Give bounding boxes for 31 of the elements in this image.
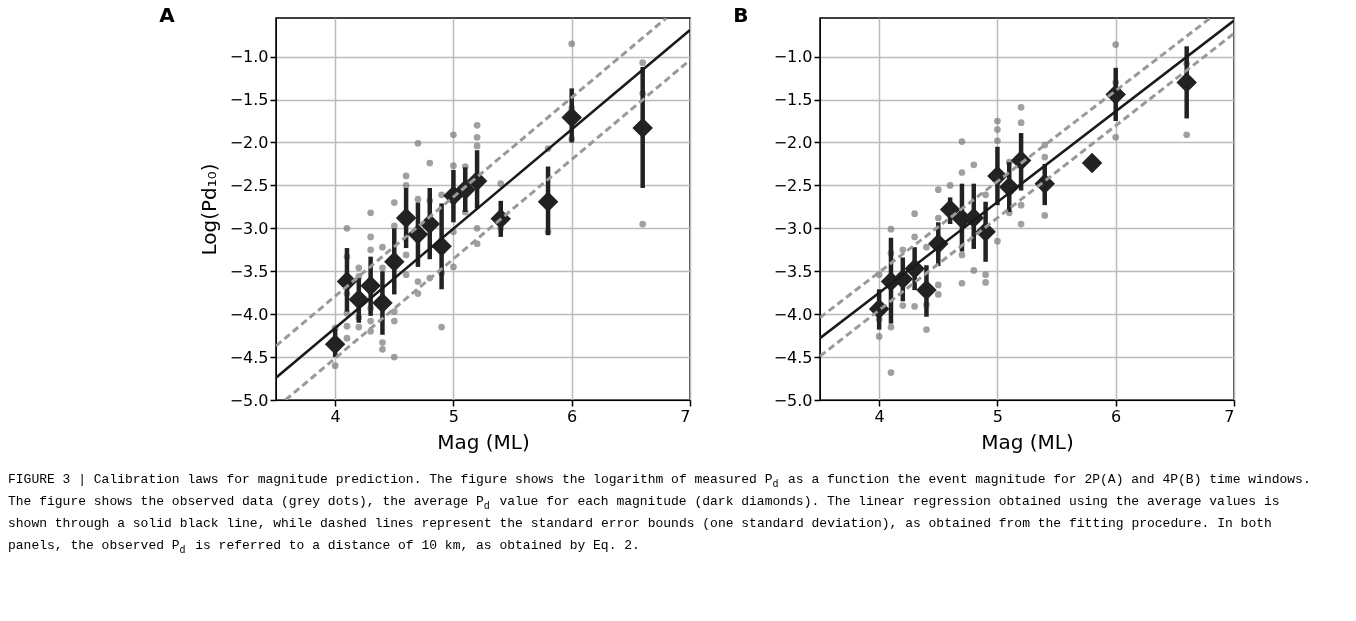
y-tick-label: −2.5 <box>229 175 269 195</box>
y-tick-label: −3.5 <box>229 261 269 281</box>
y-tick-label: −2.0 <box>773 132 813 152</box>
y-tick-label: −1.5 <box>229 90 269 110</box>
x-tick-label: 5 <box>448 406 460 426</box>
x-tick-label: 6 <box>567 406 578 426</box>
y-tick-label: −4.0 <box>773 304 813 324</box>
y-tick-label: −4.5 <box>229 347 269 367</box>
y-tick-label: −1.5 <box>773 90 813 110</box>
x-tick-label: 7 <box>1224 406 1235 426</box>
x-axis-title: Mag (ML) <box>437 429 530 454</box>
y-tick-label: −3.0 <box>773 218 813 238</box>
y-tick-label: −1.0 <box>773 47 813 67</box>
y-tick-label: −3.0 <box>229 218 269 238</box>
y-tick-label: −2.0 <box>229 132 269 152</box>
x-tick-label: 4 <box>330 406 341 426</box>
chart-title: A <box>159 3 176 27</box>
x-tick-label: 4 <box>874 406 885 426</box>
x-tick-label: 6 <box>1111 406 1122 426</box>
y-tick-label: −1.0 <box>229 47 269 67</box>
y-tick-label: −5.0 <box>773 390 813 410</box>
y-tick-label: −3.5 <box>773 261 813 281</box>
x-tick-label: 5 <box>992 406 1004 426</box>
x-tick-label: 7 <box>680 406 691 426</box>
chart-title: B <box>733 3 749 27</box>
x-axis-title: Mag (ML) <box>981 429 1074 454</box>
y-tick-label: −4.0 <box>229 304 269 324</box>
y-tick-label: −5.0 <box>229 390 269 410</box>
y-axis-title: Log(Pd₁₀) <box>196 163 221 256</box>
y-tick-label: −2.5 <box>773 175 813 195</box>
y-tick-label: −4.5 <box>773 347 813 367</box>
